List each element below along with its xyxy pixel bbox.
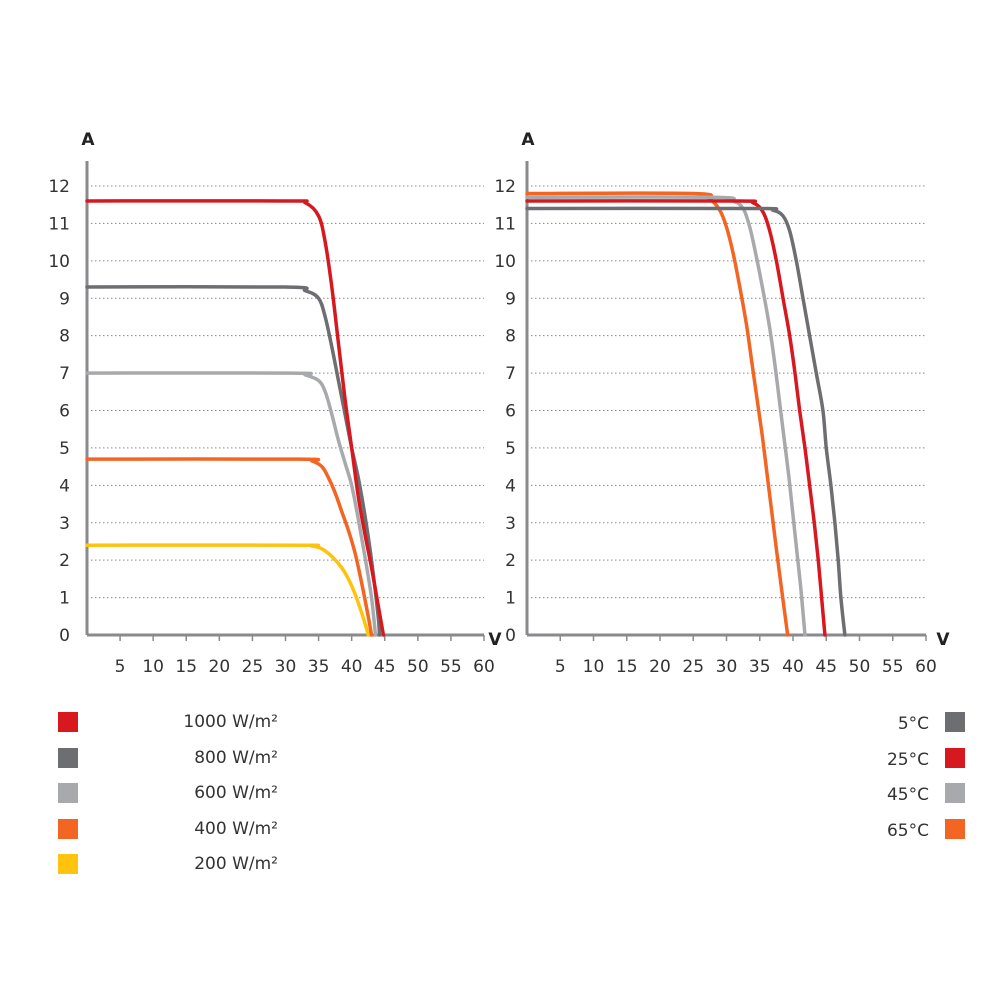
legend-item: 65°C (725, 815, 965, 851)
y-tick-label: 7 (59, 364, 70, 384)
x-tick-label: 30 (275, 657, 297, 677)
legend-label: 25°C (886, 749, 929, 770)
legend-swatch (945, 747, 965, 768)
y-tick-label: 9 (59, 289, 70, 309)
x-tick-label: 5 (115, 657, 126, 677)
x-tick-label: 35 (308, 657, 330, 677)
x-tick-label: 30 (716, 657, 738, 677)
legend-item: 200 W/m² (58, 850, 298, 886)
y-tick-label: 3 (59, 514, 70, 534)
y-axis-label: A (521, 130, 535, 150)
y-tick-label: 6 (505, 402, 516, 422)
x-tick-label: 60 (915, 657, 937, 677)
legend-item: 5°C (725, 708, 965, 744)
x-tick-label: 45 (815, 657, 837, 677)
series-line-2 (525, 195, 807, 637)
y-tick-label: 9 (505, 289, 516, 309)
chart-irradiance: 5 10 15 20 25 30 35 40 45 50 55 600123456789101112A… (48, 130, 502, 677)
y-tick-label: 1 (59, 589, 70, 609)
legend-label: 1000 W/m² (183, 712, 278, 732)
y-tick-label: 1 (505, 589, 516, 609)
x-tick-label: 50 (849, 657, 871, 677)
y-tick-label: 8 (505, 327, 516, 347)
x-tick-label: 40 (341, 657, 363, 677)
legend-item: 25°C (725, 744, 965, 780)
y-tick-label: 10 (48, 252, 70, 272)
y-tick-label: 5 (59, 439, 70, 459)
y-tick-label: 0 (505, 626, 516, 646)
legend-temperature: 5°C 25°C 45°C 65°C (725, 708, 965, 850)
legend-label: 200 W/m² (194, 854, 278, 874)
legend-swatch (58, 783, 78, 803)
series-line-4 (85, 543, 370, 637)
x-tick-label: 35 (749, 657, 771, 677)
y-tick-label: 10 (494, 252, 516, 272)
y-tick-label: 11 (494, 214, 516, 234)
series-line-3 (85, 457, 374, 637)
y-tick-label: 4 (59, 476, 70, 496)
legend-item: 600 W/m² (58, 779, 298, 815)
chart-temperature: 5 10 15 20 25 30 35 40 45 50 55 600123456789101112A… (494, 130, 950, 677)
legend-item: 400 W/m² (58, 815, 298, 851)
legend-label: 400 W/m² (194, 818, 278, 839)
x-tick-label: 55 (882, 657, 904, 677)
x-axis-label: V (488, 630, 502, 650)
charts-svg: 5 10 15 20 25 30 35 40 45 50 55 600123456789101112A… (48, 130, 950, 677)
x-tick-label: 10 (583, 657, 605, 677)
y-tick-label: 2 (505, 551, 516, 571)
y-axis-label: A (81, 130, 95, 150)
legend-label: 65°C (886, 820, 929, 841)
x-tick-label: 20 (649, 657, 671, 677)
legend-item: 45°C (725, 779, 965, 815)
x-tick-label: 40 (782, 657, 804, 677)
legend-swatch (945, 818, 965, 839)
x-tick-label: 55 (440, 657, 462, 677)
series-line-0 (85, 199, 386, 637)
x-tick-label: 5 (555, 657, 566, 677)
x-tick-label: 10 (142, 657, 164, 677)
legend-label: 5°C (897, 714, 929, 734)
series-line-0 (525, 206, 847, 637)
legend-item: 1000 W/m² (58, 708, 298, 744)
x-tick-label: 25 (682, 657, 704, 677)
y-tick-label: 5 (505, 439, 516, 459)
series-line-2 (85, 371, 378, 637)
y-tick-label: 8 (59, 327, 70, 347)
legend-swatch (58, 854, 78, 874)
x-tick-label: 20 (209, 657, 231, 677)
y-tick-label: 3 (505, 514, 516, 534)
y-tick-label: 12 (48, 177, 70, 197)
x-tick-label: 15 (616, 657, 638, 677)
y-tick-label: 0 (59, 626, 70, 646)
legend-label: 800 W/m² (194, 747, 278, 768)
legend-swatch (58, 818, 78, 839)
legend-swatch (945, 712, 965, 732)
y-tick-label: 7 (505, 364, 516, 384)
series-line-1 (85, 284, 382, 637)
y-tick-label: 6 (59, 402, 70, 422)
legend-swatch (58, 747, 78, 768)
x-tick-label: 25 (242, 657, 264, 677)
x-tick-label: 50 (407, 657, 429, 677)
legend-irradiance: 1000 W/m² 800 W/m² 600 W/m² 400 W/m² 200 W/m… (58, 708, 298, 886)
legend-label: 600 W/m² (194, 783, 278, 803)
legend-swatch (945, 783, 965, 803)
series-line-3 (525, 191, 790, 637)
y-tick-label: 4 (505, 476, 516, 496)
x-tick-label: 15 (175, 657, 197, 677)
legend-item: 800 W/m² (58, 744, 298, 780)
x-tick-label: 60 (473, 657, 495, 677)
y-tick-label: 11 (48, 214, 70, 234)
x-tick-label: 45 (374, 657, 396, 677)
legend-label: 45°C (886, 785, 929, 805)
y-tick-label: 12 (494, 177, 516, 197)
x-axis-label: V (936, 630, 950, 650)
y-tick-label: 2 (59, 551, 70, 571)
series-line-1 (525, 199, 827, 637)
legend-swatch (58, 712, 78, 732)
